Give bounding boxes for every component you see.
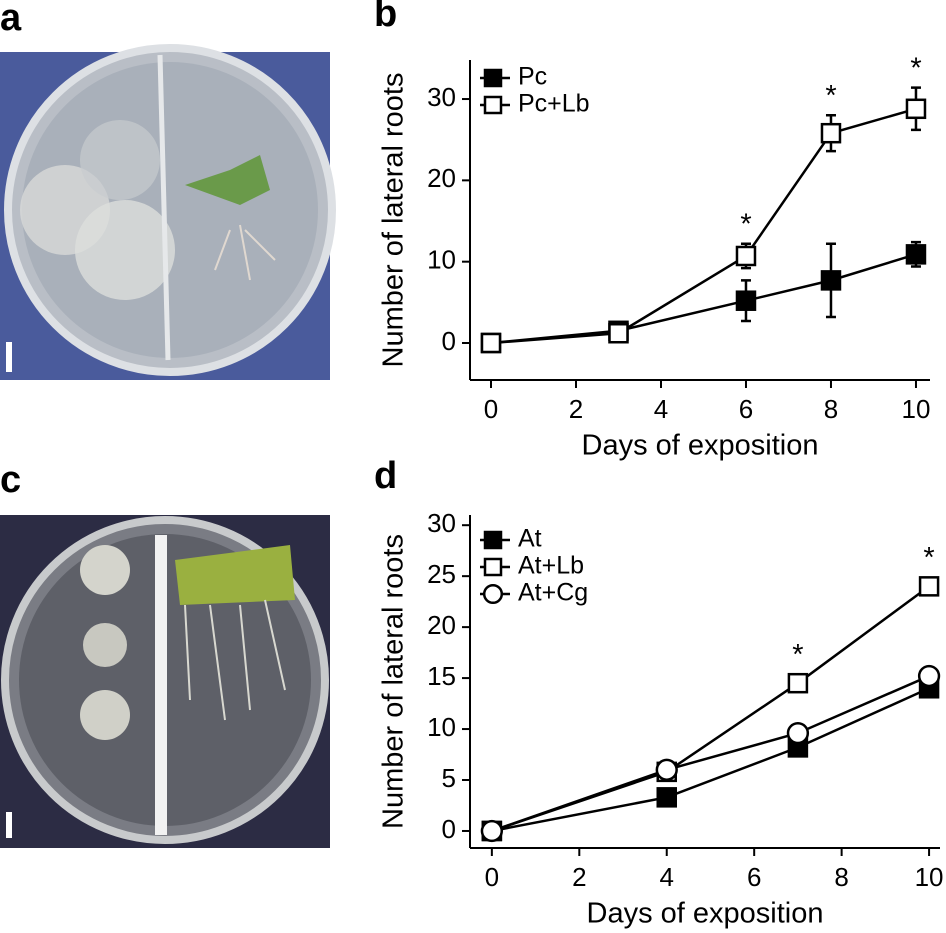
y-axis-title: Number of lateral roots — [378, 534, 410, 829]
significance: * — [910, 52, 921, 84]
series-line — [490, 253, 917, 345]
photo-c — [0, 515, 330, 848]
y-tick-label: 0 — [442, 326, 456, 356]
y-tick-label: 0 — [442, 814, 456, 844]
x-tick-label: 6 — [739, 394, 753, 424]
significance: * — [825, 80, 836, 112]
legend-label: At+Cg — [518, 579, 588, 607]
panel-label: b — [374, 0, 397, 35]
marker — [820, 270, 842, 291]
marker — [656, 787, 677, 808]
legend-marker — [482, 583, 504, 605]
y-tick-label: 20 — [427, 163, 456, 193]
marker — [786, 721, 810, 745]
significance: * — [740, 208, 751, 240]
x-tick-label: 2 — [569, 394, 583, 424]
x-axis-title: Days of exposition — [582, 430, 819, 462]
legend-label: Pc — [518, 63, 547, 91]
legend-label: At — [518, 525, 542, 553]
x-tick-label: 10 — [915, 862, 944, 892]
marker — [655, 758, 678, 781]
x-axis-title: Days of exposition — [587, 898, 824, 930]
legend-label: Pc+Lb — [518, 90, 590, 118]
y-tick-label: 30 — [427, 82, 456, 112]
y-axis-title: Number of lateral roots — [378, 73, 410, 368]
marker — [735, 290, 757, 311]
x-tick-label: 6 — [747, 862, 761, 892]
y-tick-label: 5 — [442, 763, 456, 793]
marker — [735, 245, 757, 267]
x-tick-label: 10 — [902, 394, 931, 424]
legend-marker — [483, 530, 503, 550]
series-line — [491, 674, 930, 833]
photo-a — [0, 44, 336, 380]
series-line — [491, 585, 930, 833]
x-tick-label: 0 — [485, 862, 499, 892]
y-tick-label: 10 — [427, 712, 456, 742]
x-tick-label: 4 — [660, 862, 674, 892]
y-tick-label: 30 — [427, 508, 456, 538]
marker — [480, 332, 502, 354]
legend-label: At+Lb — [518, 552, 584, 580]
marker — [608, 322, 629, 344]
y-tick-label: 20 — [427, 610, 456, 640]
x-tick-label: 0 — [484, 394, 498, 424]
marker — [905, 244, 927, 265]
legend-marker — [483, 68, 503, 88]
series-line — [490, 107, 917, 345]
legend-marker — [483, 557, 503, 577]
y-tick-label: 10 — [427, 245, 456, 275]
significance: * — [792, 639, 803, 671]
panel-label: c — [0, 459, 21, 501]
marker — [905, 98, 927, 120]
x-tick-label: 2 — [572, 862, 586, 892]
marker — [480, 819, 504, 843]
y-tick-label: 15 — [427, 661, 456, 691]
x-tick-label: 8 — [834, 862, 848, 892]
marker — [820, 122, 842, 144]
legend-marker — [483, 95, 503, 115]
panel-label: a — [0, 0, 22, 39]
panel-label: d — [374, 455, 397, 497]
x-tick-label: 8 — [824, 394, 838, 424]
significance: * — [923, 542, 934, 574]
marker — [917, 664, 941, 688]
marker — [787, 672, 809, 694]
y-tick-label: 25 — [427, 559, 456, 589]
x-tick-label: 4 — [654, 394, 668, 424]
series-line — [491, 687, 930, 833]
marker — [918, 576, 940, 597]
